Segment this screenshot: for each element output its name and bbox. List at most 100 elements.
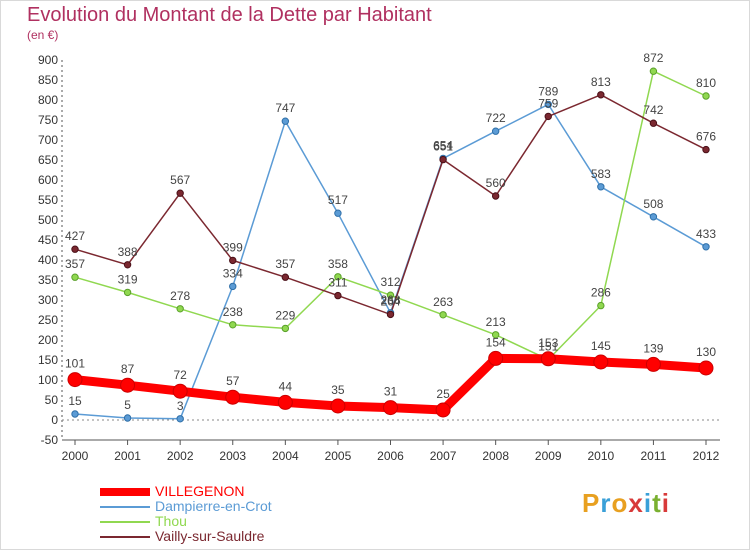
data-point (123, 414, 132, 422)
data-point (281, 117, 290, 125)
data-point (281, 273, 290, 281)
data-label: 35 (331, 383, 345, 397)
data-point (597, 183, 605, 191)
y-tick-label: 200 (38, 333, 58, 347)
data-label: 334 (223, 266, 243, 280)
data-point (435, 402, 451, 418)
data-label: 651 (433, 140, 453, 154)
data-label: 101 (65, 357, 85, 371)
data-label: 311 (328, 276, 347, 290)
data-point (702, 243, 710, 251)
x-tick-label: 2005 (325, 449, 352, 463)
data-point (229, 282, 237, 291)
y-tick-label: 400 (38, 253, 58, 267)
data-label: 5 (124, 398, 131, 412)
data-point (229, 321, 237, 329)
data-label: 31 (384, 385, 398, 399)
y-tick-label: 250 (38, 313, 58, 327)
data-label: 286 (591, 286, 611, 300)
y-tick-label: 700 (38, 133, 58, 147)
data-label: 742 (643, 103, 663, 117)
data-label: 15 (68, 394, 82, 408)
data-point (544, 112, 552, 121)
data-point (334, 209, 342, 217)
data-point (593, 354, 609, 370)
data-point (597, 91, 605, 99)
data-label: 57 (226, 374, 240, 388)
y-tick-label: 800 (38, 93, 58, 107)
data-label: 872 (643, 51, 663, 65)
logo-letter: i (661, 488, 670, 518)
y-tick-label: 750 (38, 113, 58, 127)
data-point (702, 145, 710, 154)
y-tick-label: 300 (38, 293, 58, 307)
legend-label: Thou (155, 513, 187, 529)
data-point (120, 377, 136, 393)
data-label: 264 (380, 294, 400, 308)
data-point (67, 372, 83, 388)
data-point (172, 383, 188, 399)
data-point (71, 273, 79, 281)
y-tick-label: 550 (38, 193, 58, 207)
logo-letter: t (652, 488, 662, 518)
data-label: 3 (177, 399, 184, 413)
data-label: 813 (591, 75, 611, 89)
data-label: 810 (696, 76, 716, 90)
legend-swatch (100, 521, 150, 523)
legend-swatch (100, 506, 150, 508)
data-label: 213 (486, 315, 506, 329)
data-point (334, 291, 342, 300)
data-label: 399 (223, 240, 243, 254)
data-label: 357 (65, 257, 85, 271)
data-point (488, 350, 504, 366)
x-tick-label: 2003 (219, 449, 246, 463)
data-point (277, 394, 293, 410)
data-label: 278 (170, 289, 190, 303)
data-point (540, 351, 556, 367)
y-tick-label: -50 (41, 433, 59, 447)
data-point (439, 155, 447, 164)
x-tick-label: 2008 (482, 449, 509, 463)
data-label: 72 (173, 368, 187, 382)
y-tick-label: 900 (38, 53, 58, 67)
data-label: 789 (538, 84, 558, 98)
data-label: 44 (279, 379, 293, 393)
data-point (491, 331, 500, 339)
y-tick-label: 850 (38, 73, 58, 87)
data-label: 154 (486, 335, 506, 349)
legend-label: VILLEGENON (155, 483, 245, 499)
legend-swatch (100, 488, 150, 496)
data-label: 312 (380, 275, 400, 289)
proxiti-logo: Proxiti (582, 488, 670, 519)
data-label: 357 (275, 257, 295, 271)
data-point (544, 100, 552, 109)
data-label: 151 (538, 340, 558, 354)
x-tick-label: 2000 (62, 449, 89, 463)
data-point (71, 245, 79, 253)
chart-points (67, 67, 714, 423)
x-tick-label: 2001 (114, 449, 141, 463)
data-label: 268 (380, 293, 400, 307)
y-tick-label: 600 (38, 173, 58, 187)
data-label: 358 (328, 257, 348, 271)
legend-label: Dampierre-en-Crot (155, 498, 272, 514)
data-point (176, 305, 184, 313)
data-label: 130 (696, 345, 716, 359)
chart-lines (70, 70, 711, 420)
data-label: 229 (275, 308, 295, 322)
data-label: 139 (643, 341, 663, 355)
data-point (123, 261, 132, 269)
y-tick-label: 100 (38, 373, 58, 387)
x-tick-label: 2009 (535, 449, 562, 463)
y-tick-label: 350 (38, 273, 58, 287)
data-label: 263 (433, 295, 453, 309)
x-tick-label: 2006 (377, 449, 404, 463)
data-point (386, 291, 395, 299)
data-point (649, 119, 658, 127)
data-label: 517 (328, 193, 348, 207)
data-point (383, 400, 398, 416)
data-label: 25 (436, 387, 450, 401)
data-label: 567 (170, 173, 190, 187)
data-point (281, 324, 290, 333)
